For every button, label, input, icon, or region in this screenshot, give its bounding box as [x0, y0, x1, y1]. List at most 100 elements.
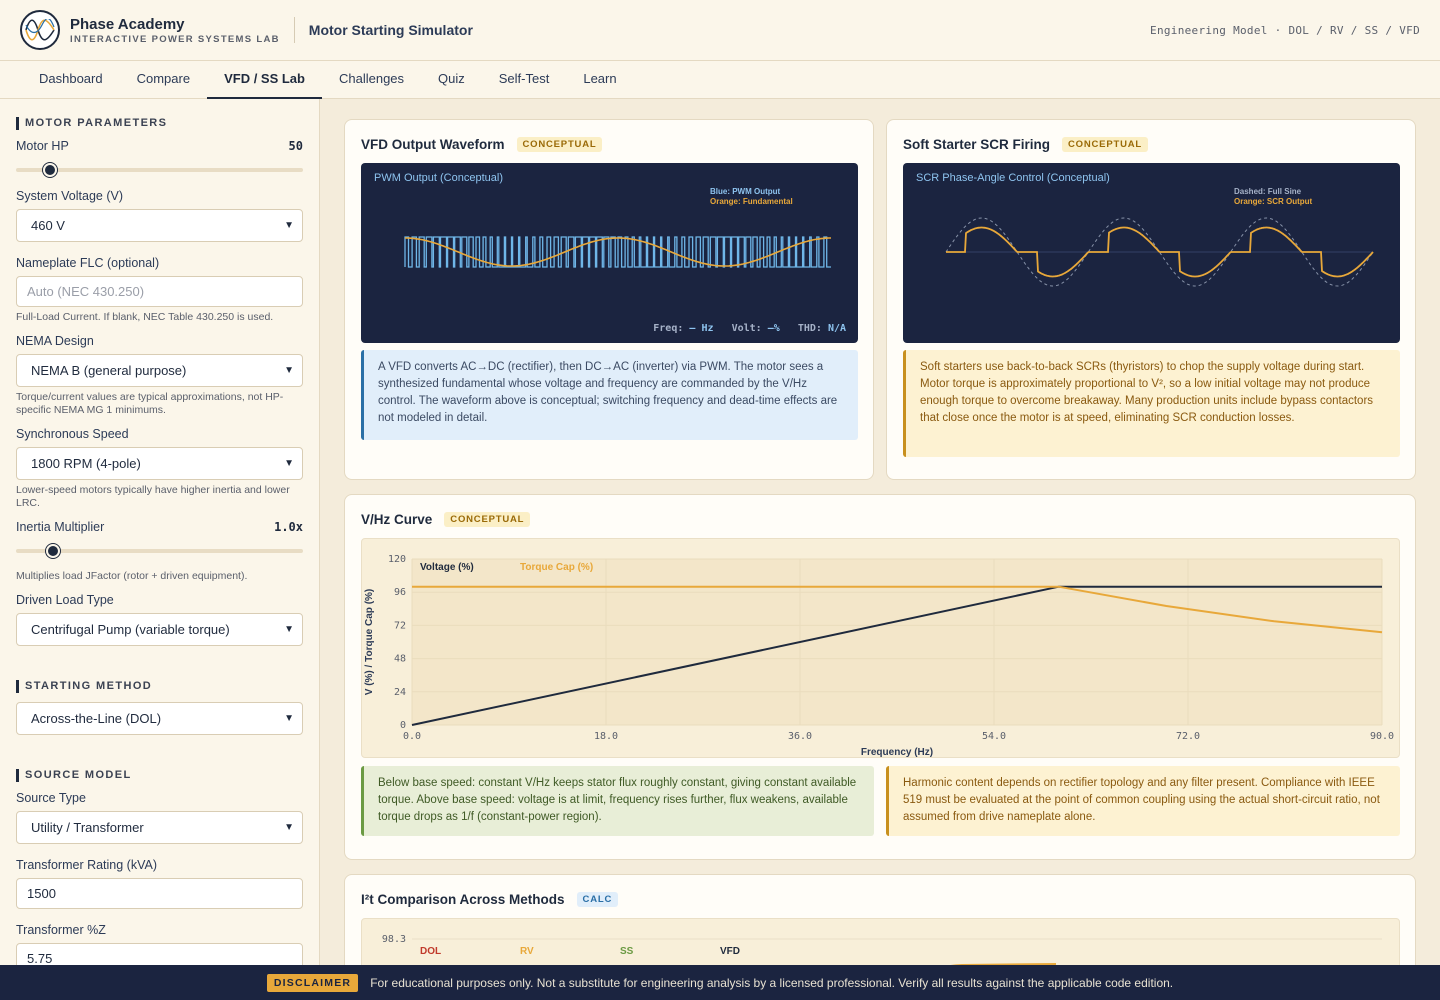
volt-value: —% [767, 323, 780, 334]
motor-hp-thumb[interactable] [43, 163, 58, 177]
flc-hint: Full-Load Current. If blank, NEC Table 4… [16, 311, 274, 323]
chevron-down-icon: ▼ [284, 624, 294, 635]
inertia-track [16, 549, 303, 553]
y-tick-label: 48 [394, 654, 406, 665]
legend-dol: DOL [420, 946, 441, 957]
x-tick-label: 72.0 [1176, 731, 1200, 742]
motor-hp-label: Motor HP [16, 139, 69, 153]
nema-design-select[interactable]: NEMA B (general purpose) ▼ [16, 354, 303, 387]
source-type-select[interactable]: Utility / Transformer ▼ [16, 811, 303, 844]
freq-value: — Hz [689, 323, 714, 334]
x-tick-label: 36.0 [788, 731, 812, 742]
vhz-card-title: V/Hz Curve [361, 512, 433, 527]
volt-label: Volt: [731, 323, 762, 334]
y-tick-label: 72 [394, 620, 406, 631]
inertia-hint: Multiplies load JFactor (rotor + driven … [16, 570, 248, 582]
pwm-trace [404, 236, 831, 268]
tab-compare[interactable]: Compare [136, 71, 191, 86]
sync-speed-value: 1800 RPM (4-pole) [31, 456, 141, 471]
system-voltage-select[interactable]: 460 V ▼ [16, 209, 303, 242]
x-tick-label: 0.0 [403, 731, 421, 742]
y-tick-label: 120 [388, 554, 406, 565]
conceptual-badge: CONCEPTUAL [444, 512, 531, 527]
x-axis-label: Frequency (Hz) [861, 747, 933, 758]
chevron-down-icon: ▼ [284, 220, 294, 231]
legend-fundamental: Orange: Fundamental [710, 197, 793, 206]
pwm-scope: PWM Output (Conceptual) Blue: PWM Output… [361, 163, 858, 343]
disclaimer-badge: DISCLAIMER [266, 973, 359, 992]
engineering-model-label: Engineering Model · DOL / RV / SS / VFD [1150, 23, 1420, 37]
y-tick-label: 0 [400, 720, 406, 731]
pwm-scope-title: PWM Output (Conceptual) [374, 172, 503, 184]
y-tick-label: 96 [394, 587, 406, 598]
chevron-down-icon: ▼ [284, 458, 294, 469]
logo [20, 10, 60, 50]
system-voltage-label: System Voltage (V) [16, 189, 123, 203]
y-axis-label: V (%) / Torque Cap (%) [364, 589, 375, 695]
vhz-note-amber: Harmonic content depends on rectifier to… [886, 766, 1400, 836]
inertia-label: Inertia Multiplier [16, 520, 105, 534]
tab-dashboard[interactable]: Dashboard [39, 71, 103, 86]
scr-waveform [945, 217, 1374, 287]
fundamental-trace [405, 237, 831, 267]
i2t-top-tick: 98.3 [382, 934, 406, 945]
inertia-slider[interactable] [16, 544, 303, 558]
i2t-chart: 98.3 DOL RV SS VFD [382, 934, 1382, 965]
flc-input[interactable]: Auto (NEC 430.250) [16, 276, 303, 307]
legend-rv: RV [520, 946, 534, 957]
xfmr-z-input[interactable]: 5.75 [16, 943, 303, 965]
calc-badge: CALC [576, 892, 619, 907]
thd-value: N/A [827, 323, 846, 334]
x-tick-label: 54.0 [982, 731, 1006, 742]
tab-challenges[interactable]: Challenges [338, 71, 405, 86]
vfd-waveform-card: VFD Output Waveform CONCEPTUAL PWM Outpu… [344, 119, 874, 480]
scr-scope: SCR Phase-Angle Control (Conceptual) Das… [903, 163, 1400, 343]
xfmr-rating-label: Transformer Rating (kVA) [16, 858, 158, 872]
main-content: VFD Output Waveform CONCEPTUAL PWM Outpu… [320, 99, 1440, 965]
brand-name: Phase Academy [70, 15, 185, 33]
motor-hp-value: 50 [288, 139, 303, 153]
disclaimer-bar: DISCLAIMER For educational purposes only… [0, 965, 1440, 1000]
legend-pwm-output: Blue: PWM Output [710, 187, 781, 196]
x-tick-label: 18.0 [594, 731, 618, 742]
motor-parameters-heading: MOTOR PARAMETERS [16, 117, 303, 130]
starting-method-heading: STARTING METHOD [16, 680, 303, 693]
thd-label: THD: [797, 323, 822, 334]
inertia-thumb[interactable] [46, 544, 61, 558]
sync-speed-select[interactable]: 1800 RPM (4-pole) ▼ [16, 447, 303, 480]
parameters-sidebar: MOTOR PARAMETERS Motor HP 50 System Volt… [0, 99, 320, 965]
nema-design-value: NEMA B (general purpose) [31, 363, 187, 378]
load-type-value: Centrifugal Pump (variable torque) [31, 622, 230, 637]
i2t-card-title: I²t Comparison Across Methods [361, 892, 565, 907]
load-type-label: Driven Load Type [16, 593, 114, 607]
vfd-card-title: VFD Output Waveform [361, 137, 505, 152]
tab-quiz[interactable]: Quiz [438, 71, 465, 86]
nema-design-label: NEMA Design [16, 334, 94, 348]
vhz-plot: 0 24 48 72 96 120 0.0 18.0 36.0 54.0 72.0 90.0 Frequ… [361, 538, 1400, 758]
i2t-plot: 98.3 DOL RV SS VFD [361, 918, 1400, 965]
inertia-value: 1.0x [274, 520, 303, 534]
legend-ss: SS [620, 946, 634, 957]
conceptual-badge: CONCEPTUAL [516, 137, 603, 152]
conceptual-badge: CONCEPTUAL [1062, 137, 1148, 152]
tab-learn[interactable]: Learn [583, 71, 617, 86]
vhz-chart: 0 24 48 72 96 120 0.0 18.0 36.0 54.0 72.0 90.0 Frequ… [364, 554, 1394, 758]
pwm-waveform [404, 236, 831, 268]
source-model-heading: SOURCE MODEL [16, 769, 303, 782]
freq-label: Freq: [653, 323, 684, 334]
tab-self-test[interactable]: Self-Test [498, 71, 550, 86]
tab-vfd-ss-lab[interactable]: VFD / SS Lab [207, 61, 322, 99]
chevron-down-icon: ▼ [284, 365, 294, 376]
sync-speed-label: Synchronous Speed [16, 427, 129, 441]
motor-hp-slider[interactable] [16, 163, 303, 177]
xfmr-rating-input[interactable]: 1500 [16, 878, 303, 909]
starting-method-select[interactable]: Across-the-Line (DOL) ▼ [16, 702, 303, 735]
brand-subtitle: INTERACTIVE POWER SYSTEMS LAB [70, 33, 280, 45]
sine-logo-icon [25, 19, 55, 41]
disclaimer-text: For educational purposes only. Not a sub… [370, 975, 1174, 990]
chevron-down-icon: ▼ [284, 822, 294, 833]
vhz-note-green: Below base speed: constant V/Hz keeps st… [361, 766, 874, 836]
load-type-select[interactable]: Centrifugal Pump (variable torque) ▼ [16, 613, 303, 646]
scr-scope-title: SCR Phase-Angle Control (Conceptual) [916, 172, 1110, 184]
chevron-down-icon: ▼ [284, 713, 294, 724]
